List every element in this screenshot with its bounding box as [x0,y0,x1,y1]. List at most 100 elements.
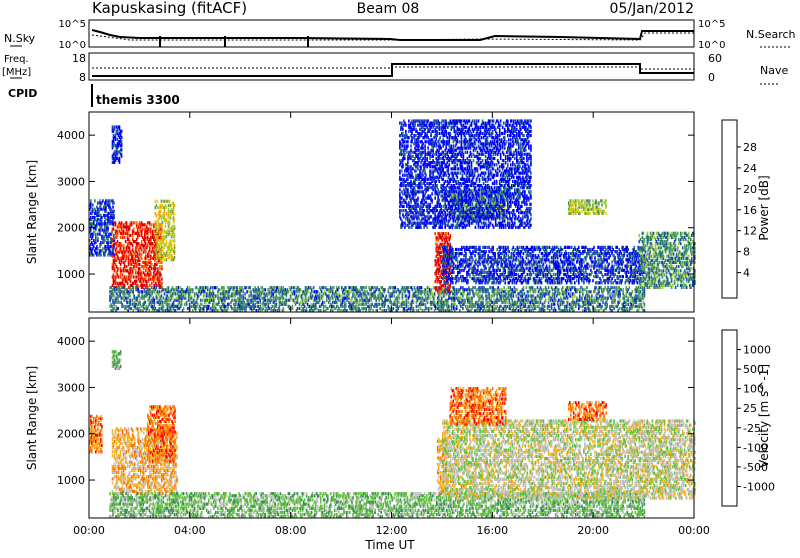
rti-cell [344,302,346,306]
rti-cell [547,298,550,302]
rti-cell [115,144,118,148]
rti-cell [161,281,163,285]
rti-cell [260,286,262,290]
rti-cell [527,298,530,302]
rti-cell [157,245,160,249]
rti-cell [632,302,635,306]
rti-cell [437,269,439,273]
rti-cell [490,256,492,260]
rti-cell [352,288,354,292]
rti-cell [148,258,150,262]
rti-cell [156,235,159,239]
rti-cell [154,275,156,279]
rti-cell [266,294,269,298]
rti-cell [418,286,421,290]
rti-cell [116,229,119,233]
rti-cell [335,296,337,300]
rti-cell [543,292,546,296]
rti-cell [527,260,530,264]
rti-cell [488,306,490,311]
rti-cell [114,137,117,142]
rti-cell [516,268,519,272]
rti-cell [324,286,327,290]
rti-cell [117,133,120,137]
rti-cell [137,285,140,289]
rti-cell [562,296,565,300]
rti-cell [106,230,108,234]
rti-cell [361,286,363,290]
rti-cell [304,286,307,290]
rti-cell [183,302,186,306]
rti-cell [617,294,619,298]
rti-cell [124,250,127,254]
rti-cell [458,290,460,294]
rti-cell [605,306,607,311]
rti-cell [566,286,569,290]
rti-cell [234,292,236,296]
rti-cell [427,309,430,313]
rti-cell [157,243,160,247]
rti-cell [610,296,612,300]
rti-cell [264,302,267,306]
rti-cell [134,246,137,250]
rti-cell [539,300,542,304]
rti-cell [344,288,346,292]
rti-cell [181,290,184,294]
rti-cell [199,309,202,313]
rti-cell [112,135,115,139]
rti-cell [119,256,122,260]
rti-cell [142,279,145,283]
rti-cell [142,304,144,308]
rti-cell [548,294,551,298]
rti-cell [401,300,404,304]
rti-cell [429,292,432,296]
rti-cell [472,304,474,308]
rti-cell [492,247,494,252]
rti-cell [321,286,324,290]
rti-cell [121,235,124,239]
rti-cell [142,250,145,254]
rti-cell [487,281,489,285]
rti-cell [97,247,99,251]
rti-cell [151,250,153,254]
rti-cell [164,203,167,208]
rti-cell [145,246,147,250]
rti-cell [353,288,355,292]
rti-cell [248,294,250,298]
rti-cell [485,275,487,279]
rti-cell [189,288,192,292]
rti-cell [157,292,160,296]
rti-cell [472,272,474,277]
rti-cell [643,304,646,308]
rti-cell [294,296,297,300]
rti-cell [604,286,606,290]
rti-cell [112,267,115,271]
rti-cell [109,286,111,290]
rti-cell [496,292,498,296]
rti-cell [324,309,327,313]
rti-cell [480,306,482,311]
rti-cell [582,304,584,308]
rti-cell [109,251,111,255]
rti-cell [129,275,132,279]
rti-cell [173,290,176,294]
nave-tick-high: 60 [708,52,722,65]
rti-cell [466,245,468,249]
rti-cell [184,290,187,294]
rti-cell [478,254,480,258]
rti-cell [135,242,138,246]
rti-cell [516,245,519,249]
rti-cell [590,296,592,300]
rti-cell [389,309,392,313]
rti-cell [314,290,317,294]
rti-cell [358,290,360,294]
rti-cell [558,302,561,306]
rti-cell [536,275,539,279]
rti-cell [135,244,138,248]
rti-cell [261,302,263,306]
rti-cell [170,212,173,216]
rti-cell [451,268,453,272]
rti-cell [511,270,514,274]
rti-cell [498,281,500,285]
rti-cell [537,290,540,294]
